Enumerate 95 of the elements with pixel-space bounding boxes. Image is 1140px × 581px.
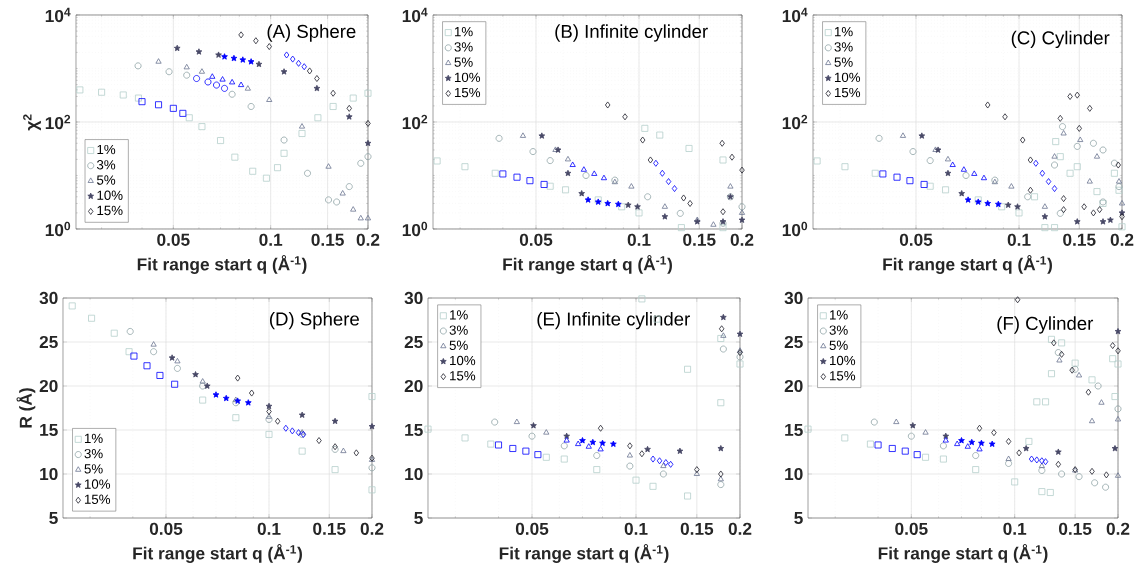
legend-label: 10%: [84, 479, 111, 489]
chart-title: (A) Sphere: [267, 24, 356, 42]
y-axis-title: R (Å): [16, 388, 36, 428]
legend-label: 1%: [454, 26, 473, 37]
x-tick-label: 0.05: [899, 233, 933, 246]
y-tick-label: 15: [785, 423, 803, 437]
x-tick-label: 0.1: [1007, 233, 1031, 246]
legend-label: 5%: [96, 175, 116, 185]
legend-label: 3%: [449, 325, 468, 335]
y-tick-label: 10$^{0}$: [45, 221, 71, 237]
x-axis-title: Fit range start q (Å$^{-1}$): [883, 255, 1052, 274]
legend-label: 10%: [97, 190, 123, 200]
x-tick-label: 0.05: [519, 233, 553, 246]
x-tick-label: 0.15: [683, 233, 716, 246]
x-tick-label: 0.05: [895, 522, 928, 535]
y-tick-label: 25: [784, 335, 803, 349]
x-tick-label: 0.15: [313, 522, 346, 535]
x-axis-title: Fit range start q (Å$^{-1}$): [133, 544, 302, 563]
x-tick-label: 0.05: [149, 522, 183, 535]
legend-label: 5%: [449, 340, 468, 350]
y-tick-label: 20: [39, 379, 58, 393]
legend-label: 5%: [834, 57, 853, 67]
y-tick-label: 20: [784, 379, 803, 393]
y-tick-label: 10: [785, 467, 803, 481]
y-tick-label: 10$^{0}$: [782, 221, 808, 237]
x-axis-title: Fit range start q (Å$^{-1}$): [878, 544, 1048, 563]
text: (C) Cylinder: [1011, 30, 1110, 49]
y-tick-label: 10$^{2}$: [402, 114, 428, 130]
y-tick-label: 15: [405, 423, 423, 437]
y-tick-label: 10: [405, 467, 423, 481]
x-tick-label: 0.1: [624, 522, 648, 535]
legend-label: 15%: [834, 87, 861, 98]
x-tick-label: 0.1: [257, 522, 281, 535]
legend-label: 5%: [454, 57, 473, 67]
y-tick-label: 25: [404, 335, 423, 349]
x-tick-label: 0.05: [157, 233, 190, 246]
x-tick-label: 0.05: [515, 522, 549, 535]
x-axis-title: Fit range start q (Å$^{-1}$): [503, 255, 672, 274]
y-tick-label: 5: [414, 511, 423, 525]
y-tick-label: 10$^{4}$: [782, 7, 808, 23]
x-tick-label: 0.1: [627, 233, 651, 246]
y-tick-label: 10$^{2}$: [45, 114, 71, 130]
chart-title: (B) Infinite cylinder: [555, 24, 708, 42]
legend-label: 3%: [96, 160, 116, 170]
text: (F) Cylinder: [997, 316, 1094, 334]
y-tick-label: 5: [794, 511, 803, 525]
x-tick-label: 0.2: [730, 233, 754, 246]
y-tick-label: 30: [39, 291, 58, 305]
y-tick-label: 10$^{2}$: [782, 114, 808, 130]
legend-label: 3%: [454, 42, 473, 52]
legend-label: 3%: [829, 325, 848, 335]
y-tick-label: 10$^{4}$: [402, 7, 428, 23]
legend-label: 3%: [84, 448, 103, 459]
x-axis-title: Fit range start q (Å$^{-1}$): [137, 255, 307, 274]
legend-label: 1%: [97, 144, 116, 155]
legend-label: 3%: [834, 42, 853, 52]
x-tick-label: 0.2: [728, 522, 752, 535]
x-tick-label: 0.1: [259, 233, 283, 246]
legend-label: 10%: [450, 355, 476, 366]
x-tick-label: 0.15: [680, 522, 714, 535]
legend-label: 15%: [450, 371, 476, 381]
legend-label: 15%: [830, 371, 856, 381]
x-tick-label: 0.15: [1063, 233, 1096, 246]
legend-label: 10%: [834, 72, 861, 83]
legend-label: 10%: [454, 72, 481, 83]
legend-label: 10%: [830, 355, 856, 366]
text: (E) Infinite cylinder: [537, 311, 690, 330]
x-tick-label: 0.15: [311, 233, 344, 246]
legend-label: 1%: [830, 310, 848, 320]
x-tick-label: 0.2: [356, 233, 380, 246]
legend-label: 5%: [829, 340, 848, 350]
y-tick-label: 30: [404, 291, 423, 305]
x-tick-label: 0.1: [1003, 522, 1027, 535]
legend-label: 15%: [97, 205, 123, 216]
legend-label: 15%: [84, 494, 111, 504]
legend-label: 15%: [454, 87, 481, 98]
y-tick-label: 30: [784, 291, 803, 305]
text: (D) Sphere: [270, 311, 359, 330]
legend-label: 1%: [450, 310, 468, 320]
legend-label: 1%: [834, 26, 853, 37]
y-axis-title: χ$^{2}$: [23, 114, 41, 131]
y-tick-label: 5: [49, 511, 58, 525]
x-tick-label: 0.15: [1059, 522, 1092, 535]
x-tick-label: 0.2: [1110, 233, 1134, 246]
x-tick-label: 0.2: [360, 522, 384, 535]
y-tick-label: 25: [39, 335, 58, 349]
x-tick-label: 0.2: [1106, 522, 1130, 535]
legend-label: 5%: [84, 464, 103, 474]
y-tick-label: 15: [40, 423, 58, 437]
x-axis-title: Fit range start q (Å$^{-1}$): [499, 544, 669, 563]
y-tick-label: 10: [40, 467, 58, 481]
y-tick-label: 10$^{4}$: [45, 7, 71, 23]
y-tick-label: 10$^{0}$: [402, 221, 428, 237]
y-tick-label: 20: [404, 379, 423, 393]
legend-label: 1%: [84, 433, 103, 444]
